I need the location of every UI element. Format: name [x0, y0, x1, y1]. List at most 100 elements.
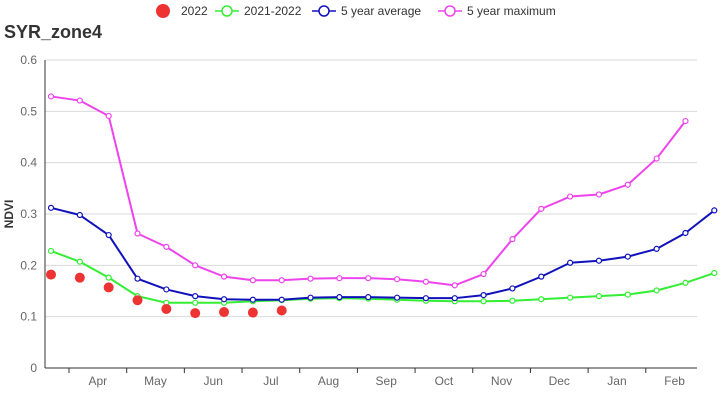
legend[interactable]: 2022 2021-2022 5 year average 5 year maximu…	[156, 4, 556, 18]
legend-label: 2022	[181, 4, 208, 18]
y-tick-label: 0.3	[20, 207, 37, 221]
data-point[interactable]	[711, 269, 718, 277]
data-point[interactable]	[47, 93, 55, 100]
data-point[interactable]	[451, 282, 458, 289]
data-point[interactable]	[336, 294, 343, 301]
data-point[interactable]	[480, 298, 487, 305]
data-point[interactable]	[624, 181, 631, 188]
legend-item[interactable]: 2022	[156, 4, 208, 18]
data-point[interactable]	[509, 297, 516, 304]
x-tick-label: Aug	[318, 374, 339, 388]
data-point[interactable]	[220, 296, 228, 303]
data-point[interactable]	[567, 259, 574, 266]
data-point[interactable]	[567, 193, 574, 200]
data-point[interactable]	[595, 257, 603, 264]
data-point[interactable]	[249, 277, 256, 284]
data-point[interactable]	[682, 229, 689, 237]
grid-lines	[45, 59, 697, 318]
data-point[interactable]	[422, 278, 430, 285]
data-point[interactable]	[103, 282, 114, 293]
data-point[interactable]	[422, 295, 430, 302]
legend-item[interactable]: 5 year average	[312, 4, 421, 18]
data-point[interactable]	[76, 97, 83, 104]
data-point[interactable]	[509, 285, 516, 292]
data-point[interactable]	[682, 279, 689, 286]
data-point[interactable]	[567, 294, 574, 301]
x-tick-label: Dec	[549, 374, 570, 388]
data-point[interactable]	[307, 294, 314, 301]
x-tick-label: Nov	[491, 374, 512, 388]
x-tick-label: Feb	[664, 374, 685, 388]
data-point[interactable]	[538, 205, 545, 212]
series-5-year-maximum	[47, 93, 689, 289]
data-point[interactable]	[682, 117, 689, 125]
legend-item[interactable]: 2021-2022	[215, 4, 302, 18]
x-tick-label: Jul	[263, 374, 278, 388]
data-point[interactable]	[192, 262, 199, 269]
y-tick-label: 0.5	[20, 104, 37, 118]
data-point[interactable]	[538, 273, 545, 280]
data-point[interactable]	[163, 286, 170, 293]
data-point[interactable]	[190, 308, 201, 319]
plot-area	[46, 93, 718, 319]
data-point[interactable]	[192, 293, 199, 300]
data-point[interactable]	[47, 204, 55, 211]
data-point[interactable]	[624, 253, 631, 260]
data-point[interactable]	[278, 296, 285, 303]
data-point[interactable]	[161, 303, 172, 314]
data-point[interactable]	[134, 275, 141, 282]
data-point[interactable]	[711, 207, 718, 214]
data-point[interactable]	[480, 292, 487, 299]
data-point[interactable]	[653, 287, 660, 294]
data-point[interactable]	[105, 274, 112, 281]
series-line[interactable]	[50, 250, 715, 304]
y-tick-label: 0.1	[20, 310, 37, 324]
legend-label: 5 year maximum	[467, 4, 556, 18]
data-point[interactable]	[480, 270, 487, 278]
data-point[interactable]	[509, 236, 516, 243]
series-2022	[46, 269, 287, 319]
y-axis-ticks: 0 0.1 0.2 0.3 0.4 0.5 0.6	[20, 53, 37, 375]
legend-label: 2021-2022	[244, 4, 302, 18]
data-point[interactable]	[134, 230, 141, 237]
x-tick-label: Apr	[88, 374, 107, 388]
data-point[interactable]	[47, 247, 55, 255]
data-point[interactable]	[336, 275, 343, 282]
data-point[interactable]	[393, 276, 401, 283]
data-point[interactable]	[653, 245, 660, 253]
data-point[interactable]	[538, 296, 545, 303]
data-point[interactable]	[219, 307, 230, 318]
data-point[interactable]	[393, 294, 401, 301]
legend-item[interactable]: 5 year maximum	[438, 4, 556, 18]
data-point[interactable]	[451, 295, 458, 302]
x-tick-label: Jun	[204, 374, 223, 388]
x-tick-label: May	[144, 374, 167, 388]
data-point[interactable]	[624, 291, 631, 298]
data-point[interactable]	[192, 299, 199, 306]
series-line[interactable]	[50, 206, 715, 301]
data-point[interactable]	[247, 307, 258, 318]
data-point[interactable]	[595, 293, 603, 300]
data-point[interactable]	[76, 211, 83, 219]
data-point[interactable]	[105, 231, 112, 239]
data-point[interactable]	[163, 243, 170, 250]
x-tick-label: Sep	[376, 374, 398, 388]
data-point[interactable]	[278, 277, 285, 284]
data-point[interactable]	[74, 272, 85, 283]
data-point[interactable]	[365, 275, 372, 282]
data-point[interactable]	[276, 305, 287, 316]
data-point[interactable]	[76, 258, 83, 265]
data-point[interactable]	[653, 155, 660, 162]
data-point[interactable]	[365, 294, 372, 301]
data-point[interactable]	[249, 296, 256, 303]
data-point[interactable]	[595, 191, 603, 198]
data-point[interactable]	[46, 269, 56, 280]
x-axis-ticks: Apr May Jun Jul Aug Sep Oct Nov Dec Jan Feb	[68, 368, 685, 388]
data-point[interactable]	[132, 295, 143, 306]
series-line[interactable]	[50, 95, 687, 287]
series-5-year-average	[47, 204, 718, 303]
data-point[interactable]	[220, 273, 228, 280]
y-axis-title: NDVI	[2, 200, 16, 229]
data-point[interactable]	[307, 275, 314, 282]
data-point[interactable]	[105, 112, 112, 120]
